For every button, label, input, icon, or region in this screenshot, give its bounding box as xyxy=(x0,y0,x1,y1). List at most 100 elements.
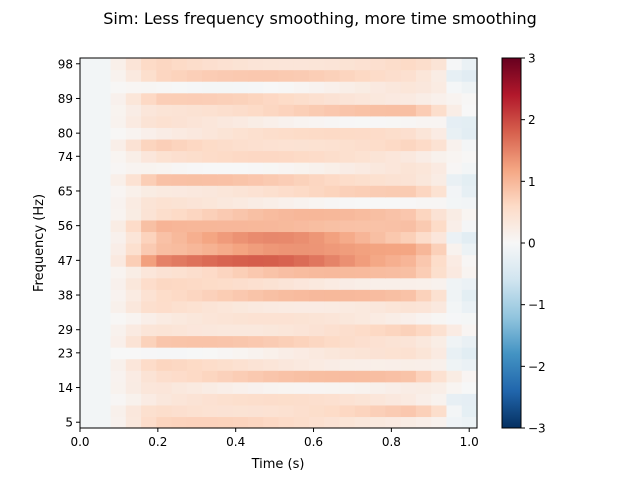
heatmap-cell xyxy=(446,150,463,163)
heatmap-cell xyxy=(171,277,188,290)
heatmap-cell xyxy=(324,416,341,429)
heatmap-cell xyxy=(156,150,173,163)
heatmap-cell xyxy=(446,289,463,302)
heatmap-cell xyxy=(354,69,371,82)
heatmap-cell xyxy=(80,404,96,418)
heatmap-cell xyxy=(171,196,188,209)
heatmap-cell xyxy=(217,277,234,290)
heatmap-cell xyxy=(339,335,356,348)
heatmap-cell xyxy=(247,323,264,337)
heatmap-cell xyxy=(217,335,234,348)
heatmap-cell xyxy=(217,185,234,198)
heatmap-cell xyxy=(354,243,371,256)
heatmap-cell xyxy=(186,243,203,256)
heatmap-cell xyxy=(400,231,417,244)
heatmap-cell xyxy=(324,266,341,279)
heatmap-cell xyxy=(431,323,448,337)
heatmap-cell xyxy=(247,162,264,175)
heatmap-cell xyxy=(263,104,280,117)
heatmap-cell xyxy=(232,404,249,418)
heatmap-cell xyxy=(217,243,234,256)
heatmap-cell xyxy=(232,335,249,348)
heatmap-cell xyxy=(278,289,295,302)
heatmap-cell xyxy=(461,196,478,209)
heatmap-cell xyxy=(247,300,264,313)
heatmap-cell xyxy=(293,300,310,313)
heatmap-cell xyxy=(80,196,96,209)
heatmap-cell xyxy=(141,393,157,406)
heatmap-cell xyxy=(125,312,142,325)
heatmap-cell xyxy=(171,289,188,302)
heatmap-cell xyxy=(186,312,203,325)
heatmap-cell xyxy=(446,81,463,94)
heatmap-cell xyxy=(278,243,295,256)
heatmap-cell xyxy=(156,300,173,313)
heatmap-cell xyxy=(95,69,112,82)
heatmap-cell xyxy=(431,115,448,128)
heatmap-cell xyxy=(171,404,188,418)
heatmap-cell xyxy=(141,150,157,163)
heatmap-cell xyxy=(141,323,157,337)
heatmap-cell xyxy=(125,69,142,82)
heatmap-cell xyxy=(80,58,96,71)
heatmap-cell xyxy=(95,81,112,94)
heatmap-cell xyxy=(247,92,264,105)
heatmap-cell xyxy=(278,254,295,267)
heatmap-cell xyxy=(156,416,173,429)
heatmap-cell xyxy=(80,335,96,348)
heatmap-cell xyxy=(186,58,203,71)
heatmap-cell xyxy=(446,196,463,209)
heatmap-cell xyxy=(141,358,157,371)
heatmap-cell xyxy=(263,127,280,140)
heatmap-cell xyxy=(339,58,356,71)
heatmap-cell xyxy=(278,370,295,383)
heatmap-cell xyxy=(186,370,203,383)
heatmap-cell xyxy=(370,312,386,325)
heatmap-cell xyxy=(125,277,142,290)
heatmap-cell xyxy=(339,150,356,163)
heatmap-cell xyxy=(232,323,249,337)
x-tick-label: 0.0 xyxy=(70,435,89,449)
heatmap-cell xyxy=(141,312,157,325)
heatmap-cell xyxy=(171,69,188,82)
heatmap-cell xyxy=(186,266,203,279)
heatmap-cell xyxy=(385,370,402,383)
heatmap-cell xyxy=(202,127,219,140)
heatmap-cell xyxy=(415,127,432,140)
heatmap-cell xyxy=(415,289,432,302)
heatmap-cell xyxy=(171,219,188,233)
heatmap-cell xyxy=(309,254,325,267)
heatmap-cell xyxy=(431,69,448,82)
heatmap-cell xyxy=(278,381,295,394)
heatmap-cell xyxy=(354,92,371,105)
heatmap-cell xyxy=(247,173,264,186)
heatmap-cell xyxy=(415,69,432,82)
heatmap-cell xyxy=(446,243,463,256)
heatmap-cell xyxy=(339,358,356,371)
heatmap-cell xyxy=(431,370,448,383)
heatmap-cell xyxy=(217,347,234,360)
heatmap-cell xyxy=(278,404,295,418)
heatmap-cell xyxy=(370,347,386,360)
heatmap-cell xyxy=(324,81,341,94)
heatmap-cell xyxy=(385,127,402,140)
heatmap-cell xyxy=(247,370,264,383)
heatmap-cell xyxy=(110,404,127,418)
heatmap-cell xyxy=(415,185,432,198)
heatmap-cell xyxy=(202,138,219,152)
heatmap-cell xyxy=(309,58,325,71)
heatmap-cell xyxy=(217,312,234,325)
heatmap-cell xyxy=(400,370,417,383)
heatmap-cell xyxy=(263,92,280,105)
heatmap-cell xyxy=(186,115,203,128)
heatmap-cell xyxy=(95,243,112,256)
heatmap-cell xyxy=(263,138,280,152)
heatmap-cell xyxy=(415,347,432,360)
heatmap-cell xyxy=(278,300,295,313)
heatmap-cell xyxy=(171,312,188,325)
heatmap-cell xyxy=(400,81,417,94)
heatmap-cell xyxy=(370,81,386,94)
heatmap-cell xyxy=(141,138,157,152)
heatmap-cell xyxy=(431,196,448,209)
heatmap-cell xyxy=(156,69,173,82)
